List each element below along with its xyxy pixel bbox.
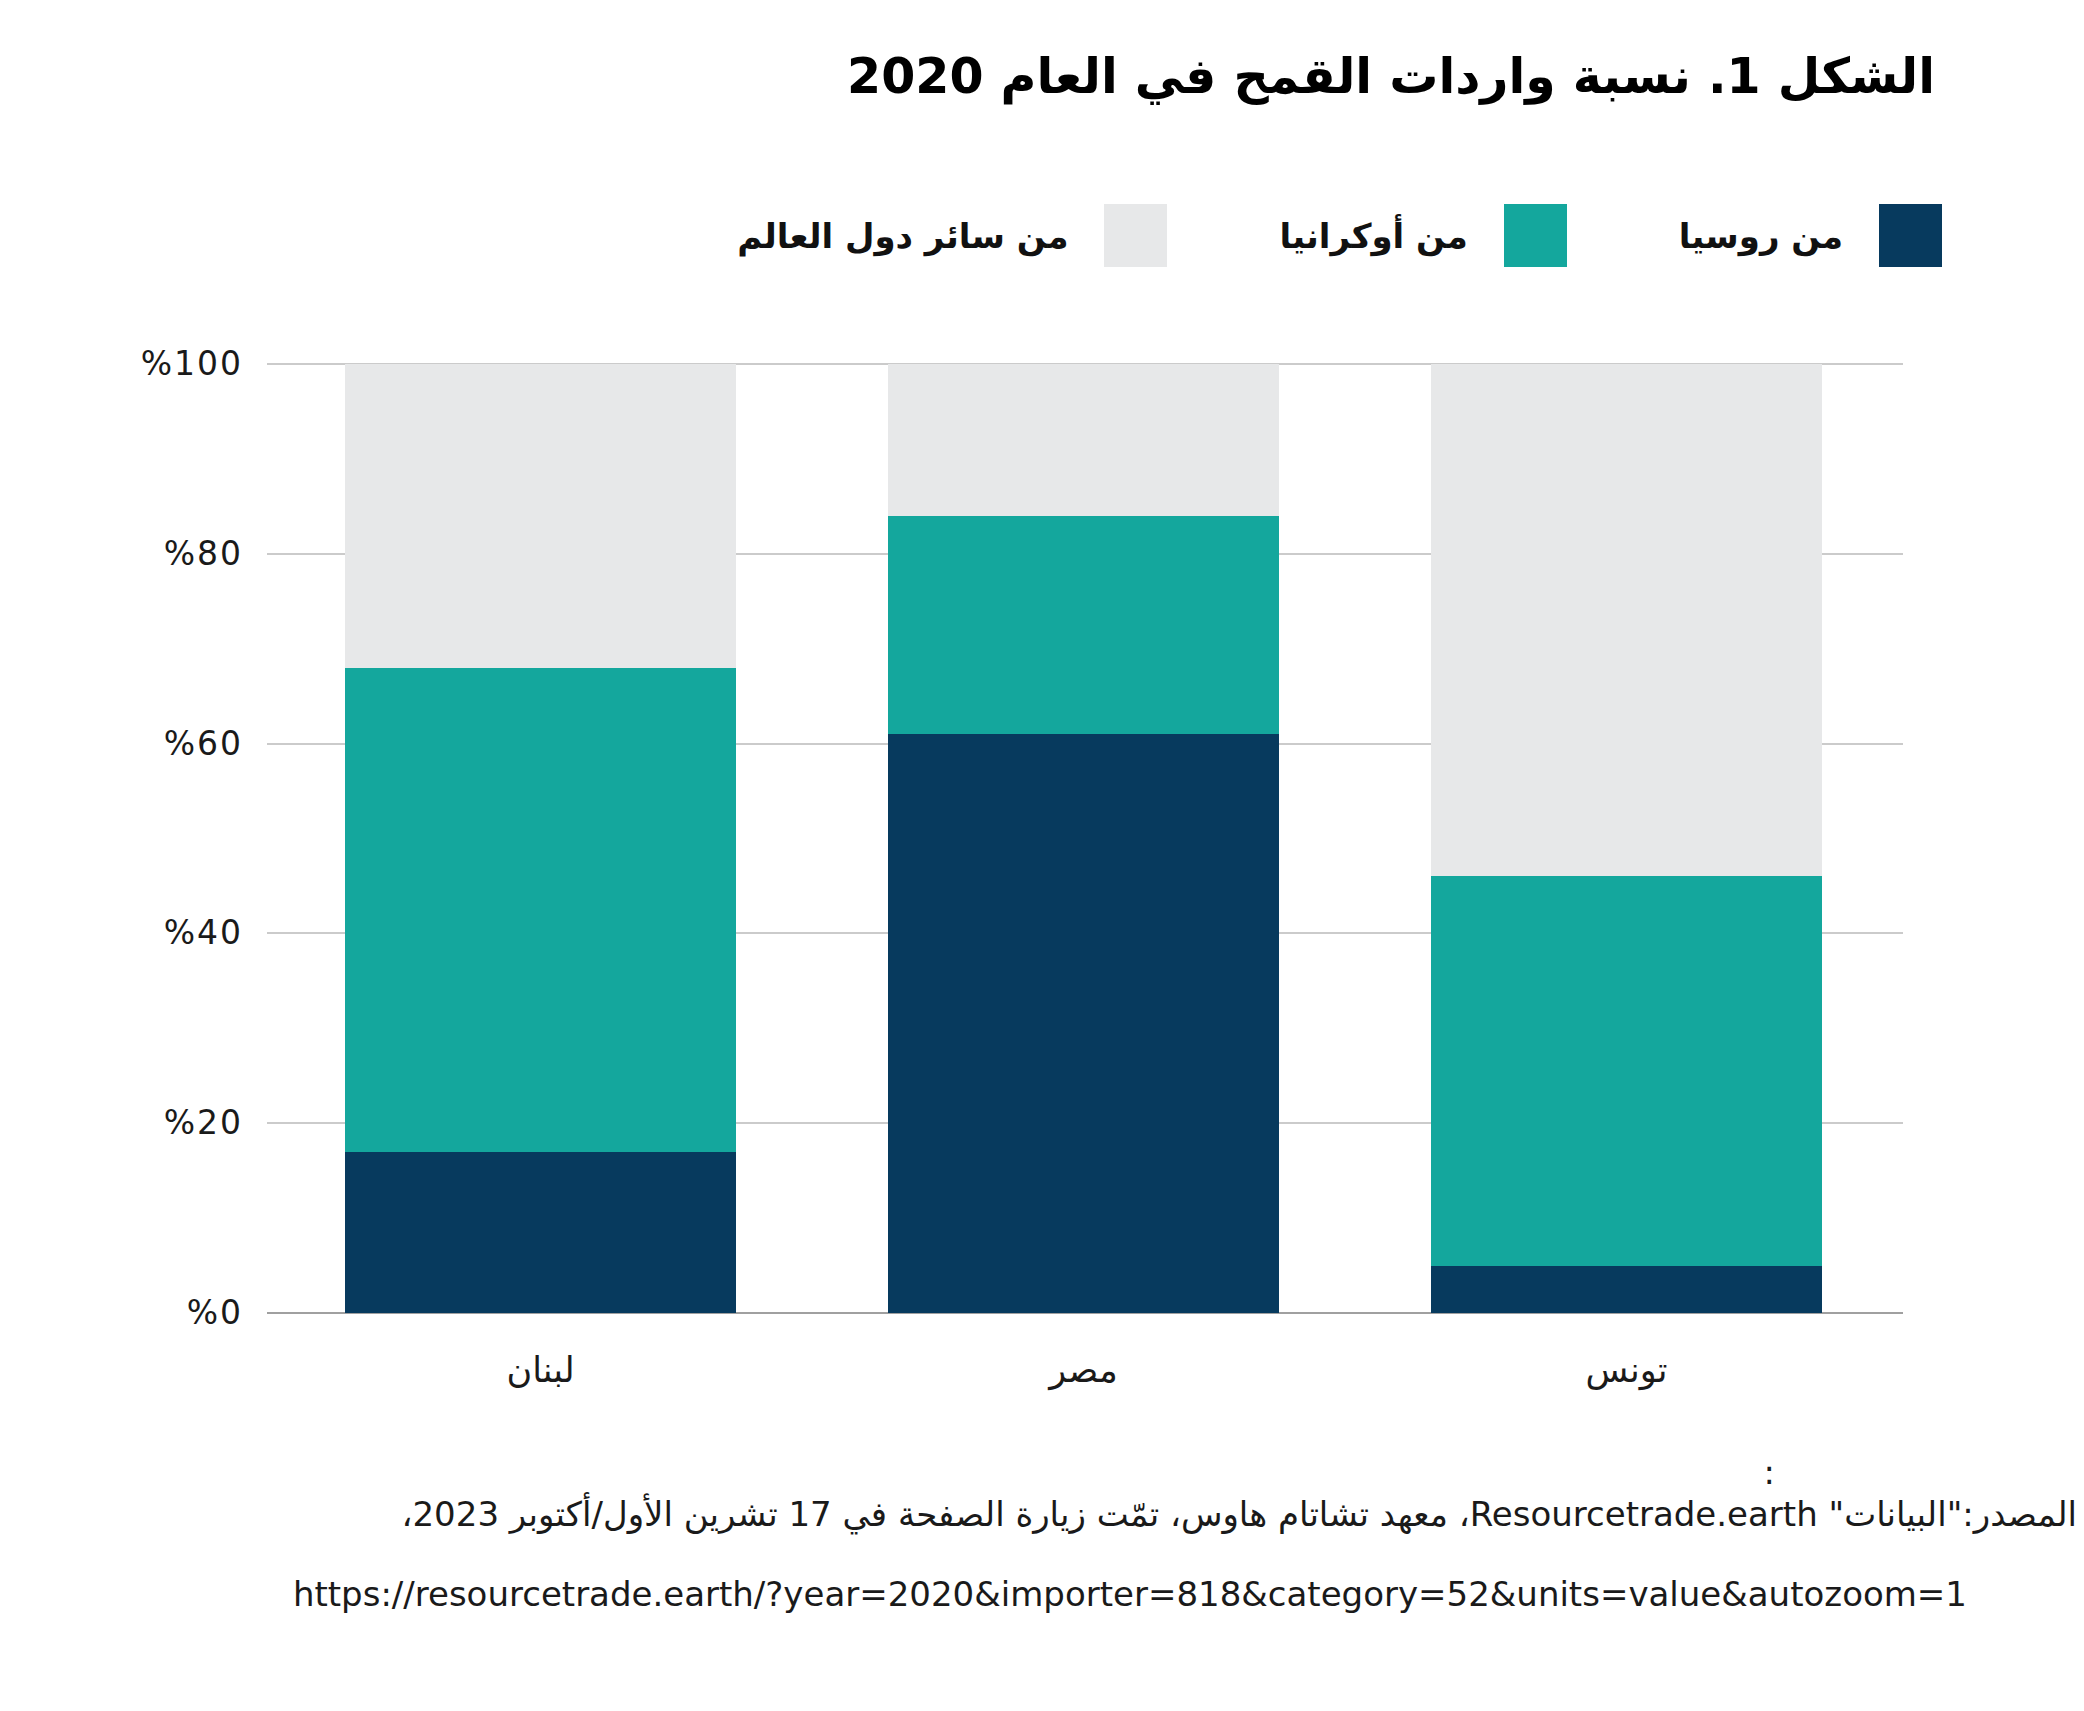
- source-url: https://resourcetrade.earth/?year=2020&i…: [293, 1574, 1967, 1614]
- y-tick-label-100: %100: [141, 343, 243, 385]
- y-tick-label-60: %60: [164, 723, 243, 765]
- bar-segment-tunisia-ukraine: [1431, 876, 1822, 1265]
- y-tick-label-40: %40: [164, 912, 243, 954]
- bar-egypt: [888, 364, 1279, 1313]
- bar-segment-egypt-ukraine: [888, 516, 1279, 734]
- y-tick-label-80: %80: [164, 533, 243, 575]
- legend-swatch-ukraine: [1504, 204, 1567, 267]
- bar-lebanon: [345, 364, 736, 1313]
- legend-swatch-russia: [1879, 204, 1942, 267]
- bar-segment-egypt-russia: [888, 734, 1279, 1313]
- bar-segment-lebanon-ukraine: [345, 668, 736, 1152]
- y-tick-label-0: %0: [187, 1292, 243, 1334]
- source-text: المصدر:"البيانات" Resourcetrade.earth، م…: [402, 1494, 2078, 1534]
- chart-legend: من روسيا من أوكرانيا من سائر دول العالم: [737, 204, 1942, 267]
- bar-segment-tunisia-russia: [1431, 1266, 1822, 1313]
- legend-item-ukraine: من أوكرانيا: [1279, 204, 1566, 267]
- bar-segment-egypt-world: [888, 364, 1279, 516]
- source-colon: :: [1764, 1452, 1775, 1492]
- figure-title: الشكل 1. نسبة واردات القمح في العام 2020: [847, 48, 1935, 105]
- legend-item-russia: من روسيا: [1679, 204, 1942, 267]
- legend-label-ukraine: من أوكرانيا: [1279, 216, 1467, 256]
- page: الشكل 1. نسبة واردات القمح في العام 2020…: [0, 0, 2084, 1711]
- x-category-label-tunisia: تونس: [1477, 1350, 1777, 1390]
- x-category-label-egypt: مصر: [934, 1350, 1234, 1390]
- legend-label-russia: من روسيا: [1679, 216, 1843, 256]
- bar-segment-lebanon-world: [345, 364, 736, 668]
- x-category-label-lebanon: لبنان: [391, 1350, 691, 1390]
- legend-swatch-world: [1104, 204, 1167, 267]
- y-tick-label-20: %20: [164, 1102, 243, 1144]
- legend-item-world: من سائر دول العالم: [737, 204, 1167, 267]
- bar-segment-tunisia-world: [1431, 364, 1822, 876]
- legend-label-world: من سائر دول العالم: [737, 216, 1068, 256]
- bar-segment-lebanon-russia: [345, 1152, 736, 1313]
- bar-tunisia: [1431, 364, 1822, 1313]
